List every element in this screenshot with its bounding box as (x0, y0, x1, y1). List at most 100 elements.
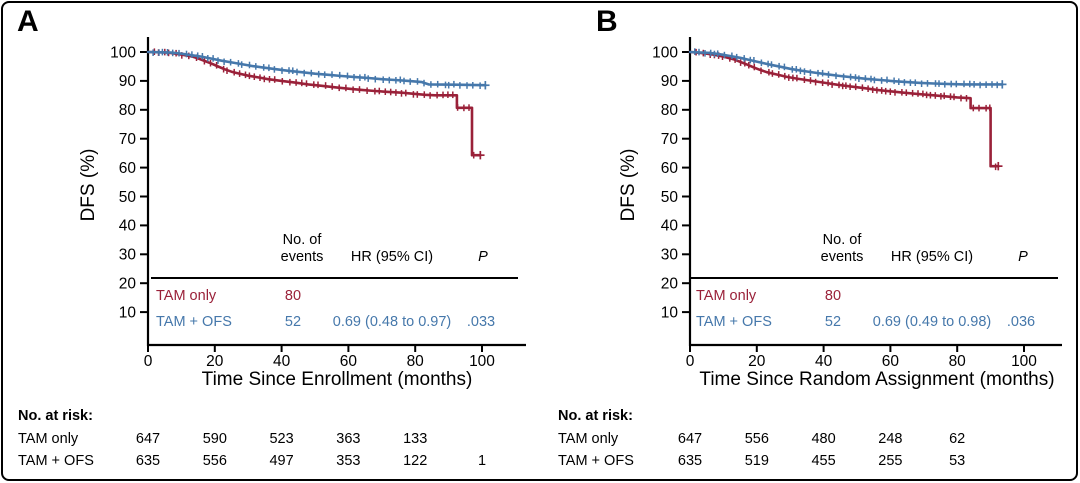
events-value-tam-ofs: 52 (824, 314, 842, 330)
at-risk-label-tam-ofs: TAM + OFS (18, 453, 94, 469)
at-risk-count: 497 (269, 453, 294, 469)
censor-marks-tam-only (153, 48, 475, 159)
km-curve-tam-ofs (688, 50, 1004, 86)
stats-header-rule (151, 277, 518, 279)
censor-marks-tam-only (695, 48, 997, 171)
stats-header-rule (691, 277, 1058, 279)
at-risk-count: 62 (949, 431, 966, 447)
km-curve-tam-ofs (146, 50, 487, 87)
y-tick-label: 70 (661, 131, 679, 148)
y-tick-label: 90 (119, 73, 137, 90)
km-curve-tam-only (688, 50, 1000, 168)
y-axis-title: DFS (%) (78, 148, 99, 222)
at-risk-count: 590 (202, 431, 227, 447)
at-risk-count: 556 (202, 453, 227, 469)
y-tick-label: 20 (119, 276, 137, 293)
panel-label-a: A (17, 5, 39, 38)
y-tick-label: 10 (119, 304, 137, 321)
legend-label-tam-ofs: TAM + OFS (156, 314, 232, 330)
stats-header-events-line2: events (820, 249, 864, 265)
y-tick-label: 10 (661, 304, 679, 321)
at-risk-count: 647 (677, 431, 703, 447)
x-tick-label: 0 (144, 353, 153, 370)
at-risk-count: 353 (336, 453, 361, 469)
y-tick-label: 80 (119, 102, 137, 119)
legend-label-tam-only: TAM only (156, 288, 217, 304)
censor-marks-tam-ofs (152, 48, 481, 89)
y-tick-label: 20 (661, 276, 679, 293)
p-value-tam-ofs: .033 (466, 314, 496, 330)
at-risk-count: 255 (878, 453, 903, 469)
at-risk-label-tam-ofs: TAM + OFS (558, 453, 634, 469)
at-risk-count: 635 (135, 453, 161, 469)
stats-header-events-line1: No. of (822, 232, 862, 248)
at-risk-count: 363 (336, 431, 361, 447)
y-tick-label: 80 (661, 102, 679, 119)
x-tick-label: 80 (949, 353, 967, 370)
y-tick-label: 50 (119, 189, 137, 206)
legend-label-tam-only: TAM only (696, 288, 757, 304)
at-risk-count: 1 (477, 453, 487, 469)
y-tick-label: 60 (119, 160, 137, 177)
at-risk-count: 53 (949, 453, 966, 469)
at-risk-count: 635 (677, 453, 703, 469)
at-risk-count: 523 (269, 431, 294, 447)
y-tick-label: 40 (661, 218, 679, 235)
y-tick-label: 50 (661, 189, 679, 206)
panel-label-b: B (596, 5, 618, 38)
stats-header-events-line2: events (280, 249, 324, 265)
stats-header-events-line1: No. of (282, 232, 322, 248)
p-value-tam-ofs: .036 (1006, 314, 1036, 330)
x-tick-label: 60 (340, 353, 358, 370)
x-tick-label: 80 (407, 353, 425, 370)
stats-header-p: P (478, 249, 488, 265)
x-tick-label: 20 (206, 353, 224, 370)
x-axis-title: Time Since Enrollment (months) (201, 369, 473, 390)
at-risk-title: No. at risk: (18, 408, 93, 424)
km-panel-b: 100 90 80 70 60 50 40 30 20 10 0 20 40 60 80 100 B DFS … (540, 0, 1080, 483)
x-tick-label: 40 (273, 353, 291, 370)
stats-header-hr: HR (95% CI) (890, 249, 974, 265)
at-risk-count: 519 (744, 453, 769, 469)
stats-header-hr: HR (95% CI) (350, 249, 434, 265)
x-tick-label: 60 (882, 353, 900, 370)
censor-marks-tam-ofs (694, 48, 998, 89)
x-tick-label: 20 (748, 353, 766, 370)
at-risk-count: 480 (811, 431, 836, 447)
x-tick-label: 100 (1011, 353, 1037, 370)
x-tick-label: 100 (469, 353, 495, 370)
hr-value-tam-ofs: 0.69 (0.49 to 0.98) (872, 314, 992, 330)
at-risk-count: 248 (878, 431, 903, 447)
at-risk-title: No. at risk: (558, 408, 633, 424)
y-tick-label: 100 (652, 44, 678, 61)
km-curve-tam-only (146, 50, 482, 157)
at-risk-count: 647 (135, 431, 161, 447)
events-value-tam-ofs: 52 (284, 314, 302, 330)
hr-value-tam-ofs: 0.69 (0.48 to 0.97) (332, 314, 452, 330)
y-tick-label: 90 (661, 73, 679, 90)
y-tick-label: 70 (119, 131, 137, 148)
legend-label-tam-ofs: TAM + OFS (696, 314, 772, 330)
y-axis-title: DFS (%) (618, 148, 639, 222)
x-axis-title: Time Since Random Assignment (months) (699, 369, 1055, 390)
events-value-tam-only: 80 (284, 288, 302, 304)
x-tick-label: 40 (815, 353, 833, 370)
stats-header-p: P (1018, 249, 1028, 265)
y-tick-label: 100 (110, 44, 136, 61)
at-risk-label-tam-only: TAM only (18, 431, 79, 447)
y-tick-label: 40 (119, 218, 137, 235)
at-risk-count: 122 (403, 453, 428, 469)
events-value-tam-only: 80 (824, 288, 842, 304)
at-risk-count: 133 (403, 431, 428, 447)
km-panel-a: 100 90 80 70 60 50 40 30 20 10 0 20 40 60 80 100 A DFS … (17, 5, 526, 469)
y-tick-label: 60 (661, 160, 679, 177)
at-risk-count: 556 (744, 431, 769, 447)
y-tick-label: 30 (661, 247, 679, 264)
at-risk-count: 455 (811, 453, 836, 469)
x-tick-label: 0 (686, 353, 695, 370)
y-tick-label: 30 (119, 247, 137, 264)
